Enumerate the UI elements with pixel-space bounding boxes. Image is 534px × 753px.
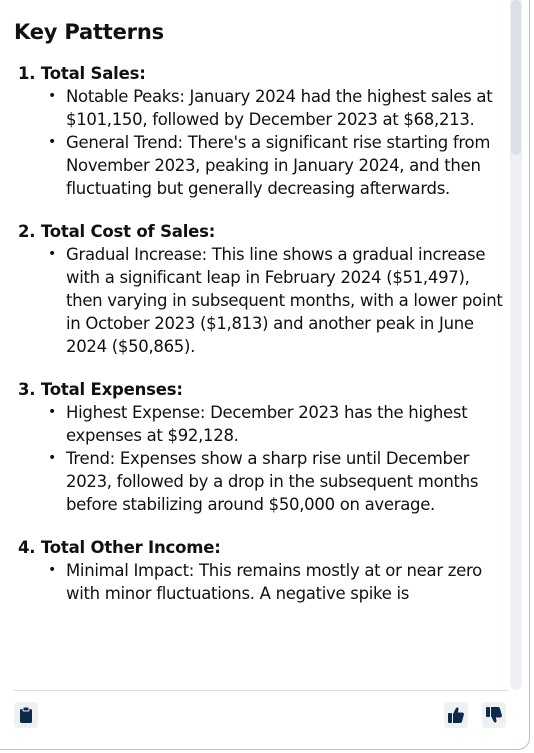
list-item: Highest Expense: December 2023 has the h… <box>14 401 506 447</box>
thumbs-down-button[interactable] <box>482 702 506 728</box>
scrollbar[interactable] <box>510 0 522 690</box>
thumbs-down-icon <box>486 707 502 723</box>
bullet-list: Highest Expense: December 2023 has the h… <box>14 401 506 516</box>
message-heading: Key Patterns <box>14 20 164 44</box>
copy-button[interactable] <box>14 702 38 728</box>
bullet-list: Notable Peaks: January 2024 had the high… <box>14 85 506 200</box>
bullet-list: Minimal Impact: This remains mostly at o… <box>14 559 506 605</box>
list-item: Gradual Increase: This line shows a grad… <box>14 243 506 358</box>
section-title: 1. Total Sales: <box>18 64 146 83</box>
section-title: 3. Total Expenses: <box>18 380 183 399</box>
section-title: 4. Total Other Income: <box>18 538 221 557</box>
list-item: Notable Peaks: January 2024 had the high… <box>14 85 506 131</box>
list-item: Minimal Impact: This remains mostly at o… <box>14 559 506 605</box>
footer-divider <box>14 690 508 691</box>
scrollbar-thumb[interactable] <box>511 0 521 155</box>
section-total-cost-of-sales: 2. Total Cost of Sales: Gradual Increase… <box>14 220 506 358</box>
section-total-expenses: 3. Total Expenses: Highest Expense: Dece… <box>14 378 506 516</box>
section-total-sales: 1. Total Sales: Notable Peaks: January 2… <box>14 62 506 200</box>
clipboard-icon <box>20 706 32 723</box>
thumbs-up-button[interactable] <box>444 702 468 728</box>
list-item: General Trend: There's a significant ris… <box>14 131 506 200</box>
list-item: Trend: Expenses show a sharp rise until … <box>14 447 506 516</box>
bullet-list: Gradual Increase: This line shows a grad… <box>14 243 506 358</box>
message-content: Key Patterns 1. Total Sales: Notable Pea… <box>14 12 506 680</box>
section-title: 2. Total Cost of Sales: <box>18 222 216 241</box>
thumbs-up-icon <box>448 707 464 723</box>
section-total-other-income: 4. Total Other Income: Minimal Impact: T… <box>14 536 506 605</box>
